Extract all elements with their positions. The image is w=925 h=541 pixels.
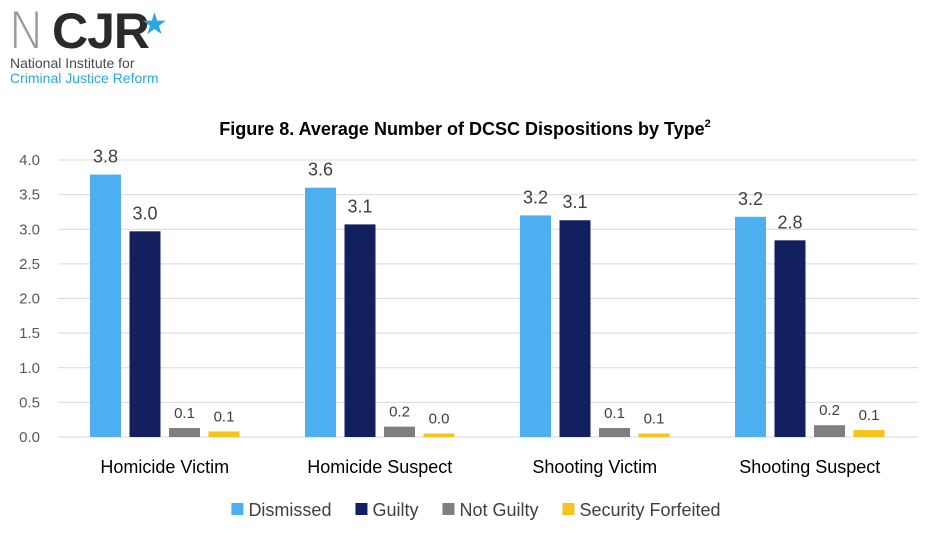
y-tick-label: 3.0	[19, 221, 40, 238]
legend: Dismissed Guilty Not Guilty Security Forfei…	[231, 500, 721, 520]
logo-letter-n: N	[8, 2, 45, 60]
x-category-label: Shooting Suspect	[739, 457, 880, 477]
bar	[853, 430, 885, 437]
bar-data-label: 2.8	[777, 212, 802, 232]
legend-label: Security Forfeited	[580, 500, 721, 520]
logo-tagline-1: National Institute for	[10, 55, 135, 71]
legend-swatch	[442, 503, 455, 515]
y-tick-label: 2.0	[19, 291, 40, 308]
bars	[90, 174, 885, 438]
bar-data-label: 0.1	[214, 408, 235, 425]
bar	[599, 427, 630, 437]
bar	[735, 216, 766, 437]
bar-data-labels: 3.8 3.0 0.1 0.1 3.6 3.1 0.2 0.0 3.2 3.1 0.1 0.1 3.2 2…	[93, 147, 879, 428]
bar	[423, 433, 455, 437]
bar	[129, 231, 161, 437]
bar-data-label: 0.1	[604, 405, 625, 422]
x-category-label: Homicide Victim	[100, 457, 229, 477]
legend-swatch	[231, 503, 244, 515]
y-tick-label: 2.5	[19, 256, 40, 273]
bar-data-label: 0.1	[644, 411, 665, 428]
bar-data-label: 3.1	[347, 196, 372, 216]
y-tick-label: 0.5	[19, 394, 40, 411]
bar	[169, 427, 200, 437]
legend-items: Dismissed Guilty Not Guilty Security Forfei…	[231, 500, 721, 520]
bar	[305, 187, 336, 437]
bar-data-label: 3.2	[523, 187, 548, 207]
y-tick-label: 4.0	[19, 152, 40, 169]
bar-data-label: 3.6	[308, 160, 333, 180]
x-category-label: Shooting Victim	[532, 457, 657, 477]
logo-brand-text: CJR	[52, 3, 150, 59]
bar-data-label: 0.1	[859, 407, 880, 424]
star-icon: ★	[141, 8, 168, 41]
logo-tagline-2: Criminal Justice Reform	[10, 70, 159, 86]
legend-label: Not Guilty	[459, 500, 538, 520]
nicjr-logo: N CJR ★ National Institute for Criminal …	[8, 6, 208, 86]
bar	[208, 431, 240, 437]
bar	[344, 224, 376, 437]
y-tick-label: 1.5	[19, 325, 40, 342]
bar	[520, 215, 551, 437]
x-category-label: Homicide Suspect	[307, 457, 452, 477]
legend-label: Dismissed	[248, 500, 331, 520]
legend-swatch	[355, 503, 368, 515]
bar-data-label: 0.2	[389, 404, 410, 421]
y-tick-label: 0.0	[19, 429, 40, 446]
y-tick-label: 3.5	[19, 187, 40, 204]
chart-title-text: Figure 8. Average Number of DCSC Disposi…	[219, 119, 704, 139]
y-tick-label: 1.0	[19, 360, 40, 377]
legend-label: Guilty	[372, 500, 418, 520]
bar	[774, 240, 806, 437]
bar-data-label: 0.0	[429, 411, 450, 428]
bar-data-label: 3.0	[132, 203, 157, 223]
chart-title-superscript: 2	[705, 118, 711, 130]
bar	[384, 426, 415, 437]
bar	[638, 433, 670, 437]
bar	[814, 425, 845, 437]
bar-data-label: 3.1	[562, 192, 587, 212]
bar-data-label: 0.1	[174, 405, 195, 422]
bar-data-label: 3.2	[738, 189, 763, 209]
bar	[90, 174, 121, 438]
bar-data-label: 3.8	[93, 147, 118, 167]
chart-title: Figure 8. Average Number of DCSC Disposi…	[219, 118, 711, 139]
legend-swatch	[562, 503, 575, 515]
bar-data-label: 0.2	[819, 402, 840, 419]
x-axis-category-labels: Homicide Victim Homicide Suspect Shooting …	[100, 457, 880, 477]
bar	[559, 220, 591, 437]
y-axis-tick-labels: 0.0 0.5 1.0 1.5 2.0 2.5 3.0 3.5 4.0	[19, 152, 40, 446]
